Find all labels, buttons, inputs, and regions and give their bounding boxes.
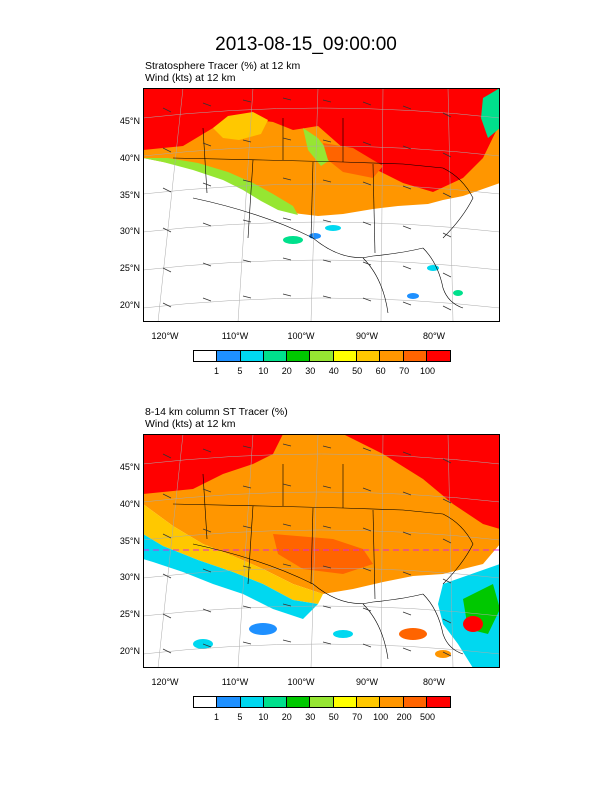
panel1-lat-label: 40°N <box>119 153 140 163</box>
colorbar-label: 50 <box>352 366 363 376</box>
colorbar-swatch <box>263 351 288 361</box>
panel2-subtitle-line1: 8-14 km column ST Tracer (%) <box>145 406 288 418</box>
colorbar-swatch <box>356 351 381 361</box>
panel2-lon-label: 120°W <box>151 677 179 687</box>
panel1-lon-label: 110°W <box>221 331 249 341</box>
colorbar-swatch <box>333 351 357 361</box>
panel2-map-svg <box>143 434 500 668</box>
colorbar-swatch <box>194 351 218 361</box>
colorbar-label: 10 <box>258 366 269 376</box>
colorbar-label: 70 <box>352 712 363 722</box>
colorbar-label: 100 <box>373 712 389 722</box>
colorbar-swatch <box>287 351 311 361</box>
panel1-lat-label: 20°N <box>119 300 140 310</box>
panel2-lon-label: 90°W <box>355 677 379 687</box>
panel1-lat-label: 30°N <box>119 226 140 236</box>
colorbar-label: 30 <box>305 712 316 722</box>
panel1-map-svg <box>143 88 500 322</box>
colorbar-label: 20 <box>281 366 292 376</box>
panel1-lon-label: 100°W <box>287 331 315 341</box>
panel2-subtitle-line2: Wind (kts) at 12 km <box>145 418 236 430</box>
panel2-lat-label: 25°N <box>119 609 140 619</box>
colorbar-label: 5 <box>237 712 243 722</box>
panel2-lat-label: 30°N <box>119 572 140 582</box>
panel2-map <box>143 434 500 668</box>
panel1-lon-label: 80°W <box>422 331 446 341</box>
colorbar-swatch <box>403 697 427 707</box>
colorbar-label: 40 <box>328 366 339 376</box>
panel1-lat-label: 45°N <box>119 116 140 126</box>
colorbar-swatch <box>333 697 357 707</box>
colorbar-swatch <box>310 697 334 707</box>
panel1-subtitle-line2: Wind (kts) at 12 km <box>145 72 236 84</box>
panel1-subtitle: Stratosphere Tracer (%) at 12 km Wind (k… <box>145 60 300 84</box>
colorbar-swatch <box>217 351 241 361</box>
panel2-lat-label: 40°N <box>119 499 140 509</box>
colorbar-label: 200 <box>396 712 412 722</box>
colorbar-swatch <box>380 697 404 707</box>
panel2-lon-label: 100°W <box>287 677 315 687</box>
colorbar-swatch <box>240 697 264 707</box>
colorbar-swatch <box>356 697 381 707</box>
panel2-lon-label: 80°W <box>422 677 446 687</box>
panel2-lon-label: 110°W <box>221 677 249 687</box>
panel1-lat-label: 25°N <box>119 263 140 273</box>
colorbar-label: 20 <box>281 712 292 722</box>
colorbar-label: 1 <box>213 366 219 376</box>
colorbar-swatch <box>240 351 264 361</box>
colorbar-swatch <box>403 351 427 361</box>
colorbar-swatch <box>287 697 311 707</box>
panel2-subtitle: 8-14 km column ST Tracer (%) Wind (kts) … <box>145 406 288 430</box>
colorbar-label: 5 <box>237 366 243 376</box>
colorbar-label: 50 <box>328 712 339 722</box>
colorbar-swatch <box>310 351 334 361</box>
panel1-subtitle-line1: Stratosphere Tracer (%) at 12 km <box>145 60 301 72</box>
colorbar-label: 500 <box>420 712 436 722</box>
colorbar-label: 60 <box>375 366 386 376</box>
panel1-map <box>143 88 500 322</box>
panel2-lat-label: 45°N <box>119 462 140 472</box>
colorbar-swatch <box>380 351 404 361</box>
colorbar-swatch <box>426 697 451 707</box>
colorbar-label: 10 <box>258 712 269 722</box>
panel1-colorbar <box>193 350 451 362</box>
panel1-lon-label: 90°W <box>355 331 379 341</box>
panel2-lat-label: 20°N <box>119 646 140 656</box>
panel2-colorbar <box>193 696 451 708</box>
colorbar-label: 100 <box>420 366 436 376</box>
colorbar-label: 70 <box>399 366 410 376</box>
colorbar-swatch <box>426 351 451 361</box>
colorbar-label: 1 <box>213 712 219 722</box>
panel2-lat-label: 35°N <box>119 536 140 546</box>
colorbar-swatch <box>194 697 218 707</box>
colorbar-label: 30 <box>305 366 316 376</box>
page-title: 2013-08-15_09:00:00 <box>215 34 397 55</box>
colorbar-swatch <box>263 697 288 707</box>
panel1-lat-label: 35°N <box>119 190 140 200</box>
panel1-lon-label: 120°W <box>151 331 179 341</box>
colorbar-swatch <box>217 697 241 707</box>
